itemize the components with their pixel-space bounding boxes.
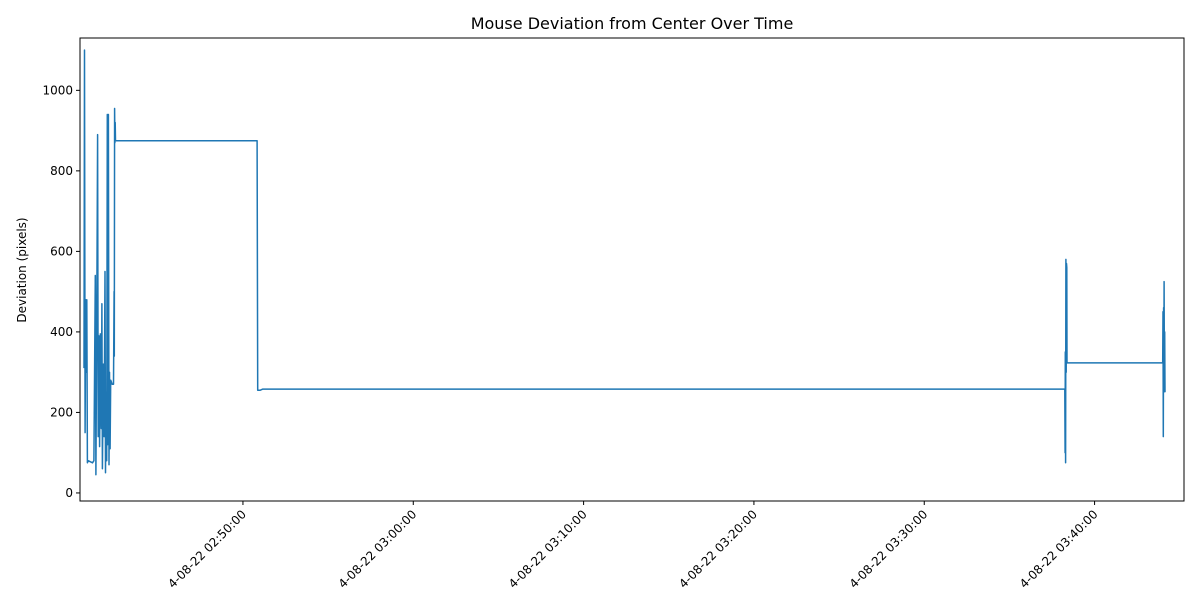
x-axis: 4-08-22 02:50:00 4-08-22 03:00:00 4-08-22 … (165, 501, 1101, 591)
plot-frame (79, 37, 1185, 502)
series-line-0 (83, 49, 1166, 476)
chart-title: Mouse Deviation from Center Over Time (471, 14, 794, 33)
plot-area (83, 49, 1166, 476)
y-tick-label: 600 (50, 244, 73, 258)
y-tick-label: 1000 (42, 83, 73, 97)
x-tick-label: 4-08-22 03:40:00 (1017, 507, 1101, 591)
y-axis-label: Deviation (pixels) (15, 217, 29, 322)
x-tick-label: 4-08-22 03:00:00 (336, 507, 420, 591)
y-tick-label: 0 (65, 486, 73, 500)
x-tick-label: 4-08-22 03:20:00 (676, 507, 760, 591)
x-tick-label: 4-08-22 02:50:00 (165, 507, 249, 591)
y-tick-label: 200 (50, 405, 73, 419)
x-tick-label: 4-08-22 03:30:00 (847, 507, 931, 591)
y-axis: 0 200 400 600 800 1000 (42, 83, 80, 500)
x-tick-label: 4-08-22 03:10:00 (506, 507, 590, 591)
y-tick-label: 400 (50, 325, 73, 339)
y-tick-label: 800 (50, 164, 73, 178)
